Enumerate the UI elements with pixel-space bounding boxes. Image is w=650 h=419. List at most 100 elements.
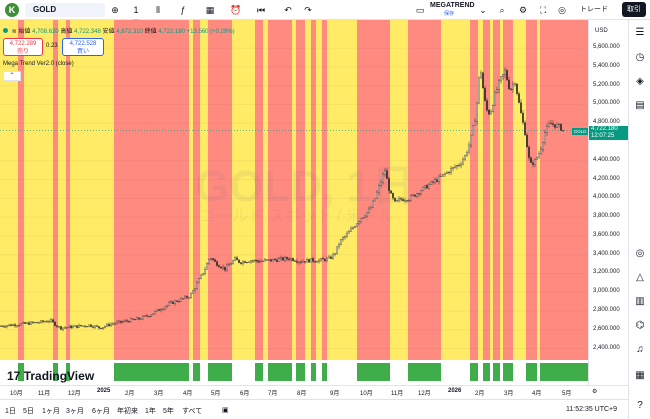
candle-body (98, 326, 100, 329)
alert-icon[interactable]: ⏰ (230, 5, 242, 15)
range-button[interactable]: 1日 (5, 408, 16, 415)
candle-body (454, 166, 456, 168)
target-icon[interactable]: ◎ (635, 248, 645, 259)
candle-body (220, 266, 222, 269)
price-axis[interactable]: USD 5,600.000 5,400.000 5,200.000 5,000.000… (588, 20, 629, 385)
chart-area[interactable]: GOLD, 1日 ゴールド スポット / 米ドル ≋ 始値 4,708.620 … (0, 20, 588, 385)
date-range-icon[interactable]: ▣ (222, 407, 229, 414)
candle-body (524, 122, 526, 136)
collapse-legend-button[interactable]: ⌃ (3, 71, 21, 81)
time-axis[interactable]: 10月 11月 12月 2025 2月 3月 4月 5月 6月 7月 8月 9月 10月 11月 12月 20… (0, 385, 628, 399)
candle-body (210, 258, 212, 260)
watchlist-icon[interactable]: ☰ (635, 27, 645, 38)
notifications-icon[interactable]: ♫ (636, 344, 644, 355)
alerts-clock-icon[interactable]: ◷ (635, 52, 645, 63)
candle-body (4, 326, 6, 328)
candle-body (562, 130, 564, 132)
time-axis-label: 9月 (330, 391, 340, 397)
replay-icon[interactable]: ⏮ (256, 5, 266, 15)
calendar-icon[interactable]: ▤ (635, 100, 645, 111)
candle-body (170, 301, 172, 304)
layout-name[interactable]: MEGATREND (430, 2, 475, 9)
candle-body (280, 257, 282, 259)
trend-zone-neutral (0, 20, 18, 360)
trend-zone-bull (470, 20, 478, 360)
plus-icon[interactable]: ⊕ (111, 5, 119, 15)
range-button[interactable]: すべて (182, 408, 203, 415)
symbol-search[interactable]: GOLD (25, 3, 105, 17)
help-icon[interactable]: ? (637, 400, 643, 411)
range-button[interactable]: 3ヶ月 (66, 408, 84, 415)
symbol-watermark-sub: ゴールド スポット / 米ドル (200, 208, 394, 225)
candle-body (56, 325, 58, 327)
goto-settings-icon[interactable]: ⚙ (592, 389, 598, 395)
ideas-icon[interactable]: △ (636, 272, 644, 283)
candle-body (296, 261, 298, 263)
brand-logo[interactable]: K (5, 3, 19, 17)
eye-icon[interactable]: ≋ (11, 29, 19, 35)
trend-zone-neutral (24, 20, 53, 360)
range-button[interactable]: 6ヶ月 (92, 408, 110, 415)
candle-body (394, 197, 396, 202)
range-button[interactable]: 1ヶ月 (42, 408, 60, 415)
price-axis-label: 5,400.000 (593, 62, 620, 69)
candle-body (272, 259, 274, 262)
candle-body (412, 194, 414, 196)
histogram-bar (18, 363, 24, 381)
candle-body (112, 323, 114, 325)
time-axis-label: 12月 (418, 391, 431, 397)
candle-body (206, 263, 208, 270)
tradingview-logo[interactable]: 17 TradingView (7, 369, 94, 383)
search-icon[interactable]: ⌕ (499, 5, 505, 15)
candle-body (118, 320, 120, 323)
candle-body (374, 198, 376, 202)
price-chart-svg[interactable] (0, 20, 588, 385)
histogram-bar (208, 363, 232, 381)
candle-body (128, 320, 130, 323)
order-button[interactable]: 取引 (622, 2, 646, 17)
buy-button[interactable]: 4,722.528 買い (62, 38, 104, 56)
time-axis-label: 3月 (504, 391, 514, 397)
time-axis-label: 2025 (97, 388, 111, 394)
templates-icon[interactable]: ▦ (205, 5, 215, 15)
range-button[interactable]: 5年 (163, 408, 174, 415)
redo-icon[interactable]: ↷ (304, 5, 312, 15)
range-button[interactable]: 5日 (23, 408, 34, 415)
candle-body (546, 126, 548, 133)
candle-body (348, 231, 350, 234)
candle-body (558, 123, 560, 125)
settings-icon[interactable]: ⚙ (518, 5, 528, 15)
clock-timezone[interactable]: 11:52:35 UTC+9 (566, 406, 618, 413)
layout-icon[interactable]: ▭ (415, 5, 425, 15)
candle-body (154, 311, 156, 314)
indicator-legend[interactable]: Mega Trend Ver2.0 (close) (3, 61, 74, 67)
candle-body (78, 324, 80, 328)
timeframe-button[interactable]: 1日 (131, 5, 140, 29)
histogram-bar (53, 363, 58, 381)
range-button[interactable]: 年初来 (117, 408, 138, 415)
indicators-icon[interactable]: ƒ (180, 5, 186, 15)
candle-body (330, 256, 332, 259)
broadcast-icon[interactable]: ⌬ (635, 320, 645, 331)
candle-type-icon[interactable]: ⫴ (156, 5, 160, 15)
candle-body (456, 165, 458, 168)
candle-body (190, 293, 192, 298)
candle-body (264, 259, 266, 262)
histogram-bar (493, 363, 500, 381)
chevron-down-icon[interactable]: ⌄ (479, 5, 487, 15)
sell-button[interactable]: 4,722.289 売り (3, 38, 43, 56)
news-icon[interactable]: ▥ (635, 296, 645, 307)
layers-icon[interactable]: ◈ (636, 76, 644, 87)
candle-body (164, 306, 166, 310)
camera-icon[interactable]: ◎ (558, 5, 566, 15)
price-axis-label: 4,800.000 (593, 119, 620, 126)
price-axis-label: 3,800.000 (593, 213, 620, 220)
range-button[interactable]: 1年 (145, 408, 156, 415)
time-axis-label: 10月 (10, 391, 23, 397)
trade-button[interactable]: トレード (580, 6, 608, 13)
undo-icon[interactable]: ↶ (284, 5, 292, 15)
price-axis-label: 2,600.000 (593, 325, 620, 332)
apps-grid-icon[interactable]: ▦ (635, 370, 645, 381)
low-label: 安値 (102, 29, 115, 35)
fullscreen-icon[interactable]: ⛶ (539, 5, 547, 15)
